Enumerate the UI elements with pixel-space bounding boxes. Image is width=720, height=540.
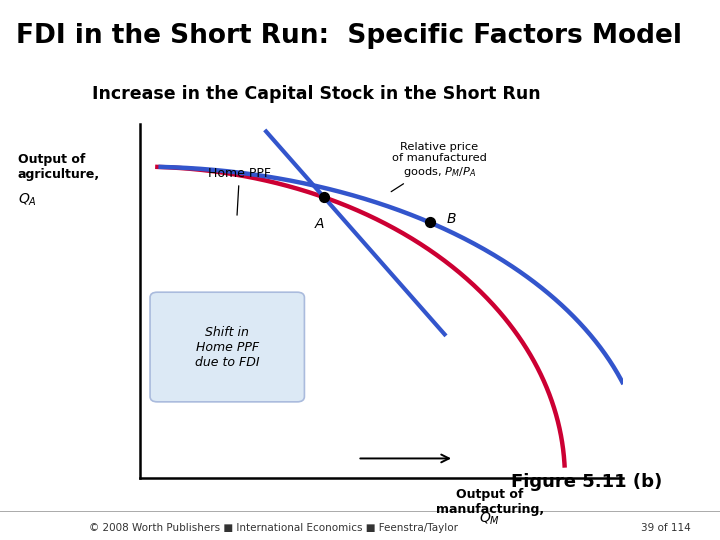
Text: $Q_A$: $Q_A$ (18, 192, 37, 208)
Text: A: A (315, 217, 324, 231)
FancyBboxPatch shape (150, 292, 305, 402)
Text: Shift in
Home PPF
due to FDI: Shift in Home PPF due to FDI (195, 326, 259, 368)
Text: $Q_M$: $Q_M$ (479, 510, 500, 526)
Text: B: B (446, 212, 456, 226)
Text: Relative price
of manufactured
goods, $P_M$/$P_A$: Relative price of manufactured goods, $P… (391, 142, 487, 192)
Text: Increase in the Capital Stock in the Short Run: Increase in the Capital Stock in the Sho… (92, 85, 541, 104)
Text: Home PPF: Home PPF (208, 167, 271, 215)
Text: Output of
agriculture,: Output of agriculture, (18, 153, 100, 181)
Point (318, 193, 330, 201)
Text: FDI in the Short Run:  Specific Factors Model: FDI in the Short Run: Specific Factors M… (16, 23, 682, 49)
Point (424, 218, 436, 227)
Text: 39 of 114: 39 of 114 (642, 523, 691, 533)
Text: © 2008 Worth Publishers ■ International Economics ■ Feenstra/Taylor: © 2008 Worth Publishers ■ International … (89, 523, 458, 533)
Text: Figure 5.11 (b): Figure 5.11 (b) (511, 473, 662, 491)
Text: Output of
manufacturing,: Output of manufacturing, (436, 488, 544, 516)
